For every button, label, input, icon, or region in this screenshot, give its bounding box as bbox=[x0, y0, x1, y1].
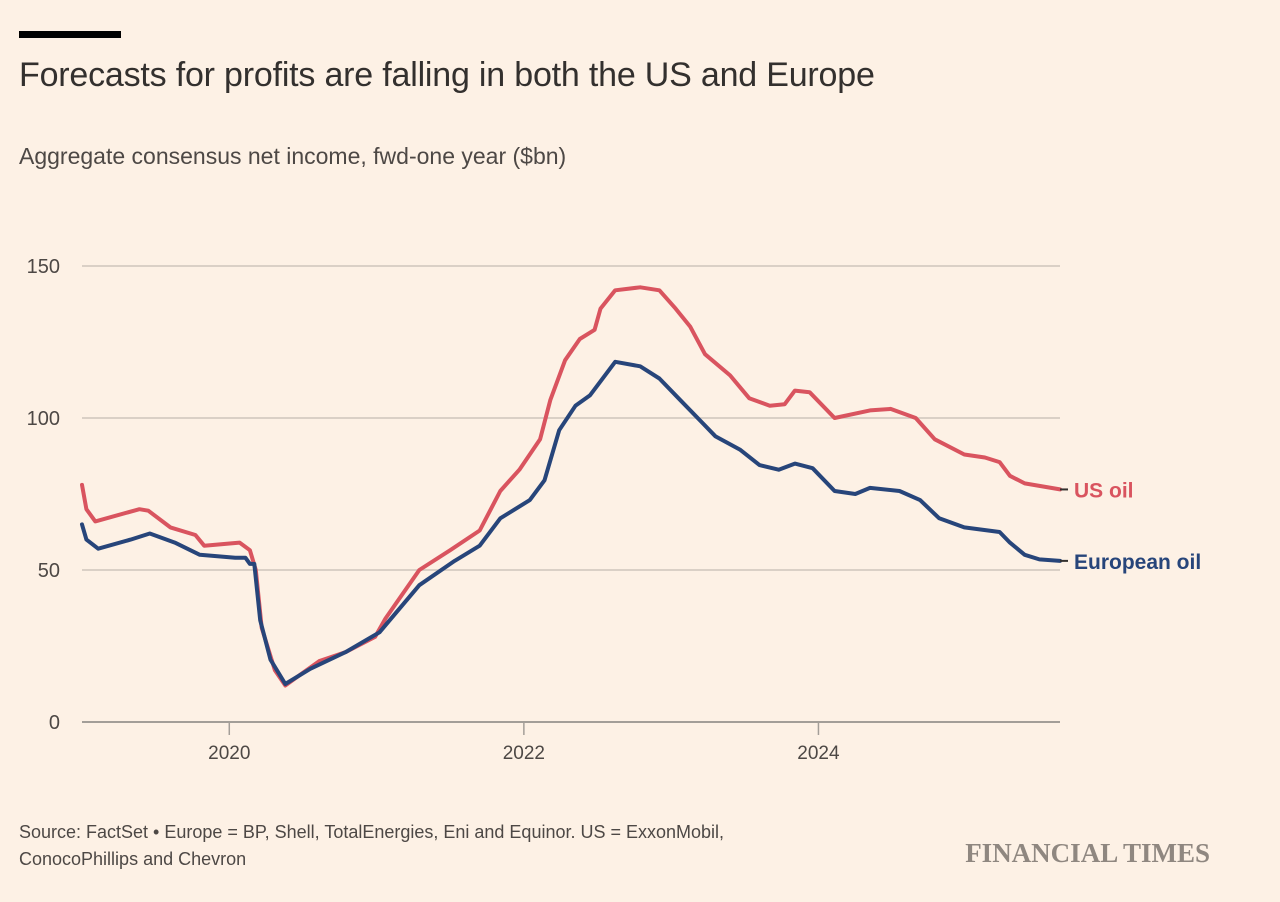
series-label-european-oil: European oil bbox=[1074, 551, 1201, 574]
series-line-us-oil bbox=[80, 285, 1062, 688]
x-tick-label: 2022 bbox=[503, 743, 545, 764]
chart-title: Forecasts for profits are falling in bot… bbox=[19, 56, 875, 94]
brand-accent-bar bbox=[19, 31, 121, 38]
x-axis: 2020 2022 2024 bbox=[82, 721, 1060, 764]
series-label-us-oil: US oil bbox=[1074, 479, 1134, 502]
gridlines bbox=[82, 265, 1060, 571]
x-tick-label: 2024 bbox=[797, 743, 840, 764]
y-tick-label: 100 bbox=[27, 408, 60, 430]
y-tick-label: 0 bbox=[49, 712, 60, 734]
y-axis-ticks: 0 50 100 150 bbox=[27, 256, 60, 734]
ft-logo: FINANCIAL TIMES bbox=[965, 838, 1210, 868]
y-tick-label: 50 bbox=[38, 560, 60, 582]
x-tick-label: 2020 bbox=[208, 743, 250, 764]
series-line-european-oil bbox=[80, 359, 1062, 686]
series-lines bbox=[80, 285, 1062, 688]
y-tick-label: 150 bbox=[27, 256, 60, 278]
series-labels: US oil European oil bbox=[1060, 479, 1201, 574]
source-note: Source: FactSet • Europe = BP, Shell, To… bbox=[19, 822, 725, 869]
chart-subtitle: Aggregate consensus net income, fwd-one … bbox=[19, 143, 567, 169]
